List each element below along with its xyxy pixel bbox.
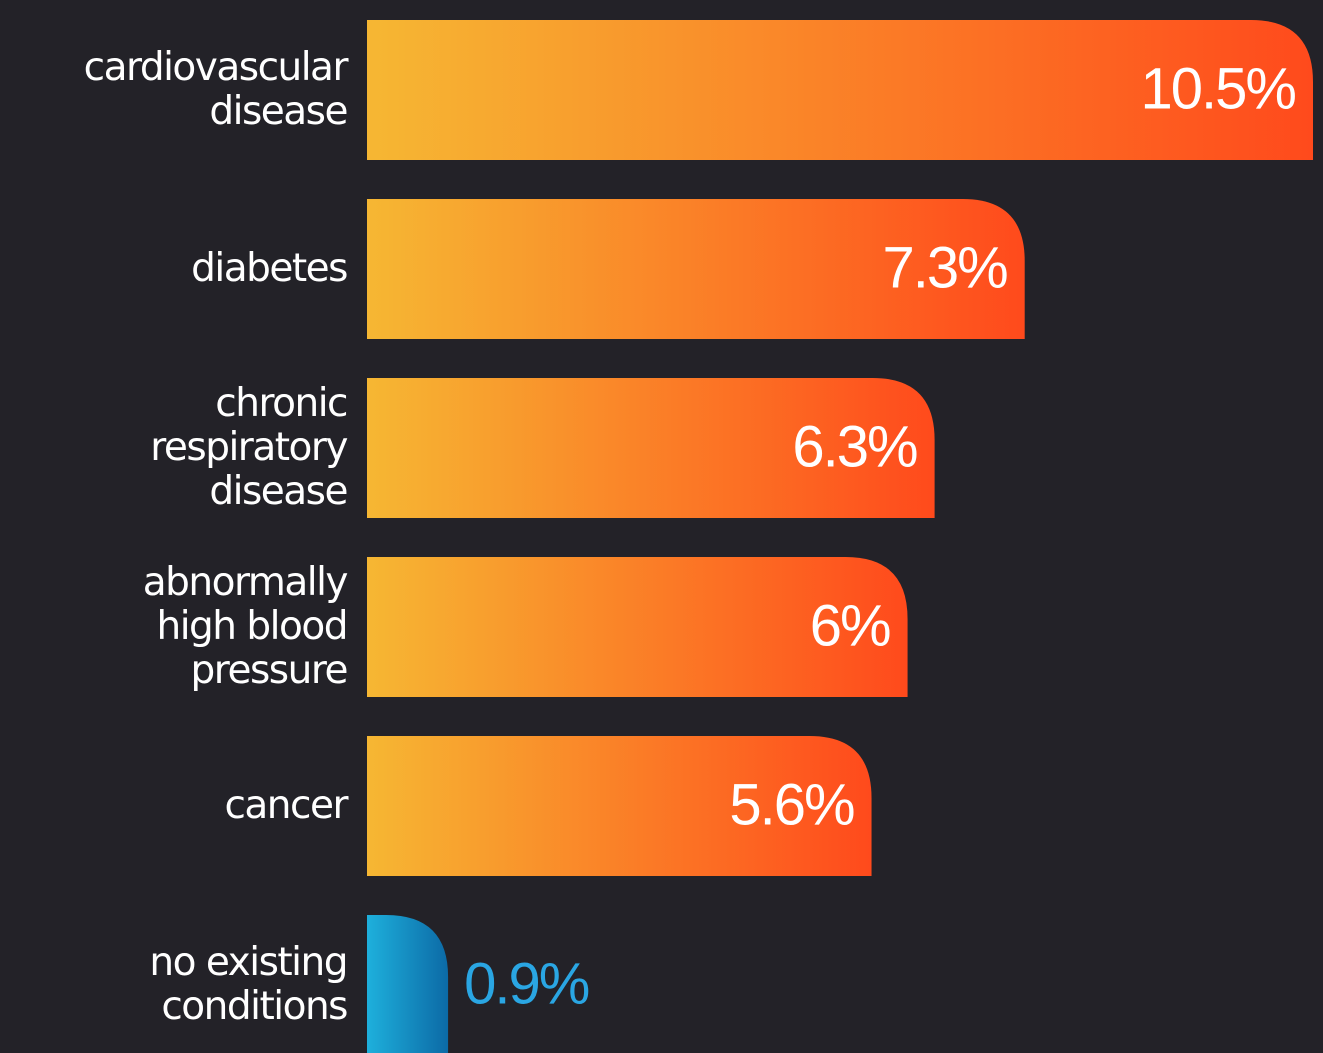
category-label: no existing conditions: [149, 940, 348, 1029]
bar: [367, 915, 449, 1053]
value-label: 5.6%: [729, 772, 854, 837]
value-label: 0.9%: [464, 951, 589, 1016]
bar: [367, 557, 908, 697]
bar: [367, 378, 935, 518]
category-label: diabetes: [191, 246, 348, 291]
bar: [367, 736, 872, 876]
category-label: cancer: [224, 783, 348, 828]
category-label: cardiovascular disease: [83, 45, 349, 134]
category-label: abnormally high blood pressure: [142, 560, 349, 693]
value-label: 10.5%: [1141, 56, 1296, 121]
bar: [367, 20, 1313, 160]
value-label: 6%: [810, 593, 890, 658]
bar: [367, 199, 1025, 339]
category-label: chronic respiratory disease: [150, 381, 348, 514]
value-label: 6.3%: [792, 414, 917, 479]
value-label: 7.3%: [882, 235, 1007, 300]
